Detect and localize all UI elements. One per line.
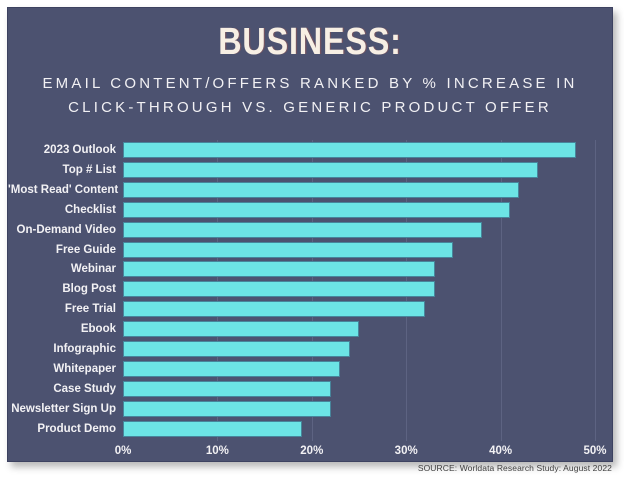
bar-row: Blog Post xyxy=(8,279,601,299)
x-tick-label: 40% xyxy=(489,445,513,457)
bar-track xyxy=(123,341,601,358)
x-tick-label: 50% xyxy=(583,445,607,457)
category-label: On-Demand Video xyxy=(16,223,116,236)
bar-row: Product Demo xyxy=(8,419,601,439)
category-label: Checklist xyxy=(64,203,116,216)
category-label: Whitepaper xyxy=(53,363,116,376)
bar-track xyxy=(123,321,601,338)
category-label: Product Demo xyxy=(37,422,116,435)
bar xyxy=(123,141,577,158)
bar-rows: 2023 Outlook Top # List 'Most Read' Conten… xyxy=(8,140,601,439)
bar-track xyxy=(123,221,601,238)
category-label: Free Trial xyxy=(64,303,116,316)
bar-row: Free Guide xyxy=(8,240,601,260)
category-label: Case Study xyxy=(53,383,116,396)
bar-row: Ebook xyxy=(8,319,601,339)
bar xyxy=(123,301,426,318)
bar-track xyxy=(123,141,601,158)
bar xyxy=(123,261,435,278)
chart-subtitle: EMAIL CONTENT/OFFERS RANKED BY % INCREAS… xyxy=(8,72,612,120)
x-axis: 0% 10% 20% 30% 40% 50% xyxy=(8,445,612,461)
bar-row: Webinar xyxy=(8,260,601,280)
source-note: SOURCE: Worldata Research Study: August … xyxy=(417,463,612,473)
category-label: 'Most Read' Content xyxy=(8,183,119,196)
category-label: Blog Post xyxy=(62,283,116,296)
bar-track xyxy=(123,301,601,318)
bar-row: Infographic xyxy=(8,339,601,359)
category-label: Newsletter Sign Up xyxy=(11,402,116,415)
bar-track xyxy=(123,420,601,437)
bar-track xyxy=(123,241,601,258)
bar-row: Free Trial xyxy=(8,299,601,319)
subtitle-line-1: EMAIL CONTENT/OFFERS RANKED BY % INCREAS… xyxy=(42,75,578,92)
bar-track xyxy=(123,381,601,398)
bar-row: Case Study xyxy=(8,379,601,399)
bar xyxy=(123,420,303,437)
bar xyxy=(123,400,331,417)
category-label: Ebook xyxy=(80,323,116,336)
bar-row: 'Most Read' Content xyxy=(8,180,601,200)
bar-track xyxy=(123,181,601,198)
x-tick-label: 20% xyxy=(300,445,324,457)
bar-row: Whitepaper xyxy=(8,359,601,379)
gridline xyxy=(500,140,502,441)
bar xyxy=(123,241,454,258)
bar-track xyxy=(123,201,601,218)
bar xyxy=(123,221,482,238)
bar-row: On-Demand Video xyxy=(8,220,601,240)
chart-panel: BUSINESS: EMAIL CONTENT/OFFERS RANKED BY… xyxy=(7,7,613,462)
bar-track xyxy=(123,261,601,278)
bar xyxy=(123,281,435,298)
bar-track xyxy=(123,361,601,378)
category-label: Infographic xyxy=(53,343,116,356)
bar-track xyxy=(123,400,601,417)
bar-track xyxy=(123,281,601,298)
bar-row: Top # List xyxy=(8,160,601,180)
bar xyxy=(123,201,511,218)
bar-track xyxy=(123,161,601,178)
category-label: Top # List xyxy=(62,163,116,176)
category-label: Free Guide xyxy=(55,243,116,256)
bar xyxy=(123,161,539,178)
bar xyxy=(123,181,520,198)
subtitle-line-2: CLICK-THROUGH VS. GENERIC PRODUCT OFFER xyxy=(68,99,552,116)
bar-row: Checklist xyxy=(8,200,601,220)
x-tick-label: 0% xyxy=(114,445,132,457)
bar xyxy=(123,361,341,378)
page-title: BUSINESS: xyxy=(218,21,402,63)
bar-row: Newsletter Sign Up xyxy=(8,399,601,419)
bar xyxy=(123,341,350,358)
bar xyxy=(123,321,359,338)
bar xyxy=(123,381,331,398)
x-tick-label: 30% xyxy=(394,445,418,457)
gridline xyxy=(595,140,596,441)
category-label: Webinar xyxy=(70,263,116,276)
bar-row: 2023 Outlook xyxy=(8,140,601,160)
category-label: 2023 Outlook xyxy=(43,143,116,156)
x-tick-label: 10% xyxy=(205,445,229,457)
